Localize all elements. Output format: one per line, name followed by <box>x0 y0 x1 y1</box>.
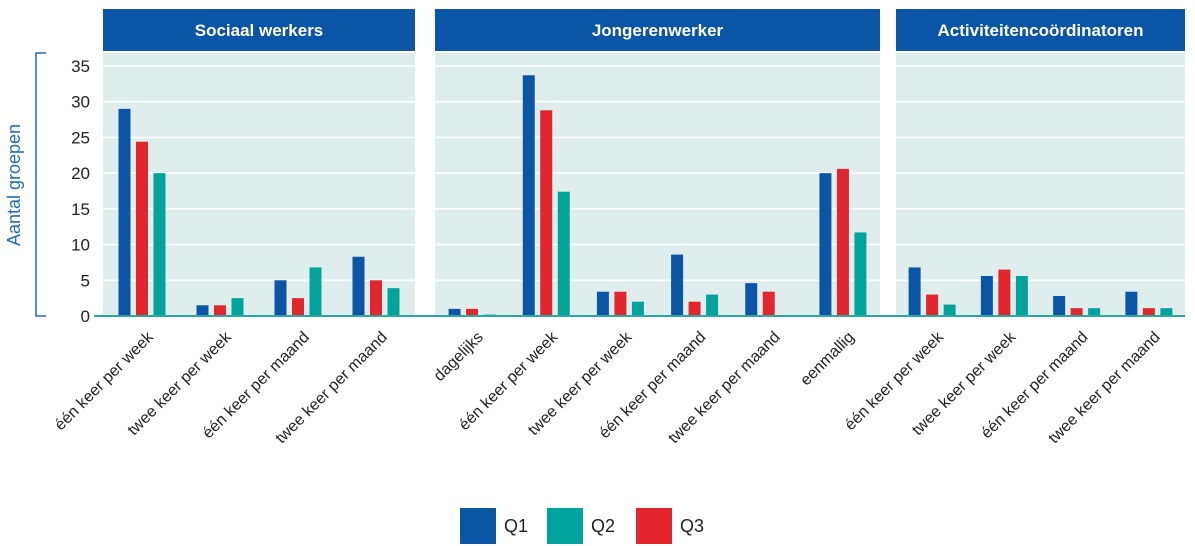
y-tick-label: 30 <box>71 93 90 112</box>
bar-q1 <box>352 256 365 316</box>
bar-q2 <box>854 232 867 316</box>
bar-q2 <box>153 173 166 316</box>
bar-q2 <box>309 267 322 316</box>
bar-q1 <box>196 305 209 316</box>
bar-q2 <box>231 298 244 316</box>
y-tick-label: 15 <box>71 200 90 219</box>
bar-q3 <box>370 280 382 316</box>
panel-title: Jongerenwerker <box>592 21 724 40</box>
bar-q3 <box>292 298 304 316</box>
y-tick-label: 5 <box>81 271 90 290</box>
bar-q2 <box>557 191 570 316</box>
bar-q3 <box>214 305 226 316</box>
panel-background <box>103 53 415 316</box>
bar-q1 <box>908 267 921 316</box>
y-tick-label: 25 <box>71 128 90 147</box>
bar-q1 <box>1053 296 1066 316</box>
bar-q2 <box>631 301 644 316</box>
panel-title: Activiteitencoördinatoren <box>938 21 1144 40</box>
bar-q1 <box>819 173 832 316</box>
panel-header <box>435 9 880 51</box>
legend-label: Q2 <box>591 516 615 536</box>
bar-q3 <box>926 294 939 316</box>
bar-q1 <box>118 108 131 316</box>
bar-q1 <box>980 276 993 316</box>
bar-q3 <box>614 291 627 316</box>
panel-title: Sociaal werkers <box>195 21 324 40</box>
panel-background <box>896 53 1185 316</box>
bar-q3 <box>998 269 1011 316</box>
bar-q1 <box>274 280 287 316</box>
bar-q3 <box>540 110 553 317</box>
panel-background <box>435 53 880 316</box>
bar-q3 <box>836 168 849 316</box>
bar-q2 <box>1160 308 1173 316</box>
bar-q3 <box>1070 308 1083 316</box>
bar-q2 <box>1088 308 1101 316</box>
panel-header <box>896 9 1185 51</box>
bar-q3 <box>1142 308 1155 316</box>
legend-swatch-q1 <box>460 508 496 544</box>
bar-q2 <box>1015 276 1028 316</box>
bar-q3 <box>688 301 701 316</box>
bar-q2 <box>706 294 719 316</box>
legend-label: Q1 <box>504 516 528 536</box>
y-axis-bracket <box>35 52 46 317</box>
bar-q2 <box>387 288 400 316</box>
legend-swatch-q3 <box>636 508 672 544</box>
x-tick-label: dagelijks <box>431 329 487 385</box>
y-tick-label: 0 <box>81 307 90 326</box>
bar-q1 <box>745 283 758 316</box>
legend-label: Q3 <box>680 516 704 536</box>
bar-q1 <box>448 308 461 316</box>
bar-q2 <box>943 304 956 316</box>
y-tick-label: 10 <box>71 236 90 255</box>
bar-q1 <box>596 291 609 316</box>
y-tick-label: 20 <box>71 164 90 183</box>
x-tick-label: eenmallig <box>797 329 857 389</box>
y-axis-label: Aantal groepen <box>4 124 24 246</box>
bar-q3 <box>762 291 775 316</box>
bar-q1 <box>522 75 535 317</box>
panel-header <box>103 9 415 51</box>
bar-q3 <box>466 308 479 316</box>
bar-q1 <box>1125 291 1138 316</box>
bar-q3 <box>136 141 148 316</box>
legend-swatch-q2 <box>547 508 583 544</box>
bar-q1 <box>671 254 684 316</box>
y-tick-label: 35 <box>71 57 90 76</box>
